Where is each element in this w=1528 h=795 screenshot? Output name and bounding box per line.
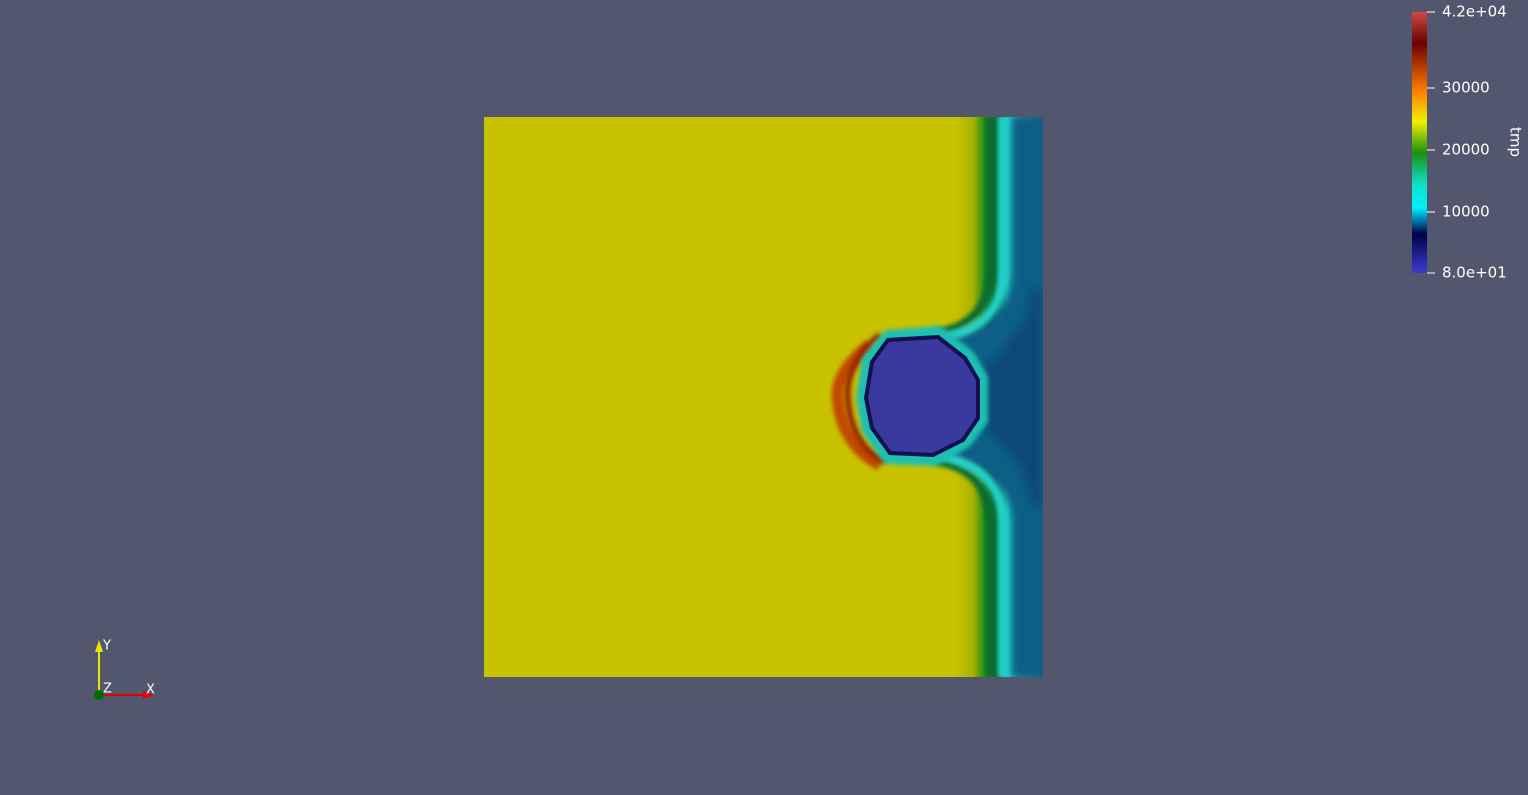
- tick-label: 4.2e+04: [1442, 3, 1507, 21]
- y-arrow: [95, 640, 103, 652]
- x-arrow: [143, 691, 154, 699]
- tick-label: 30000: [1442, 79, 1490, 97]
- z-label: Z: [103, 682, 112, 697]
- z-axis: [94, 690, 104, 700]
- tick-label: 20000: [1442, 141, 1490, 159]
- x-label: X: [146, 683, 155, 698]
- orientation-axes: Y X Z: [94, 639, 155, 700]
- dataset: [484, 117, 1043, 677]
- colorbar-title: tmp: [1507, 127, 1525, 157]
- y-label: Y: [102, 639, 111, 654]
- color-bar: [1412, 12, 1427, 273]
- tick-label: 10000: [1442, 203, 1490, 221]
- tick-label: 8.0e+01: [1442, 264, 1507, 282]
- color-legend: 4.2e+04 30000 20000 10000 8.0e+01 tmp: [1412, 3, 1525, 282]
